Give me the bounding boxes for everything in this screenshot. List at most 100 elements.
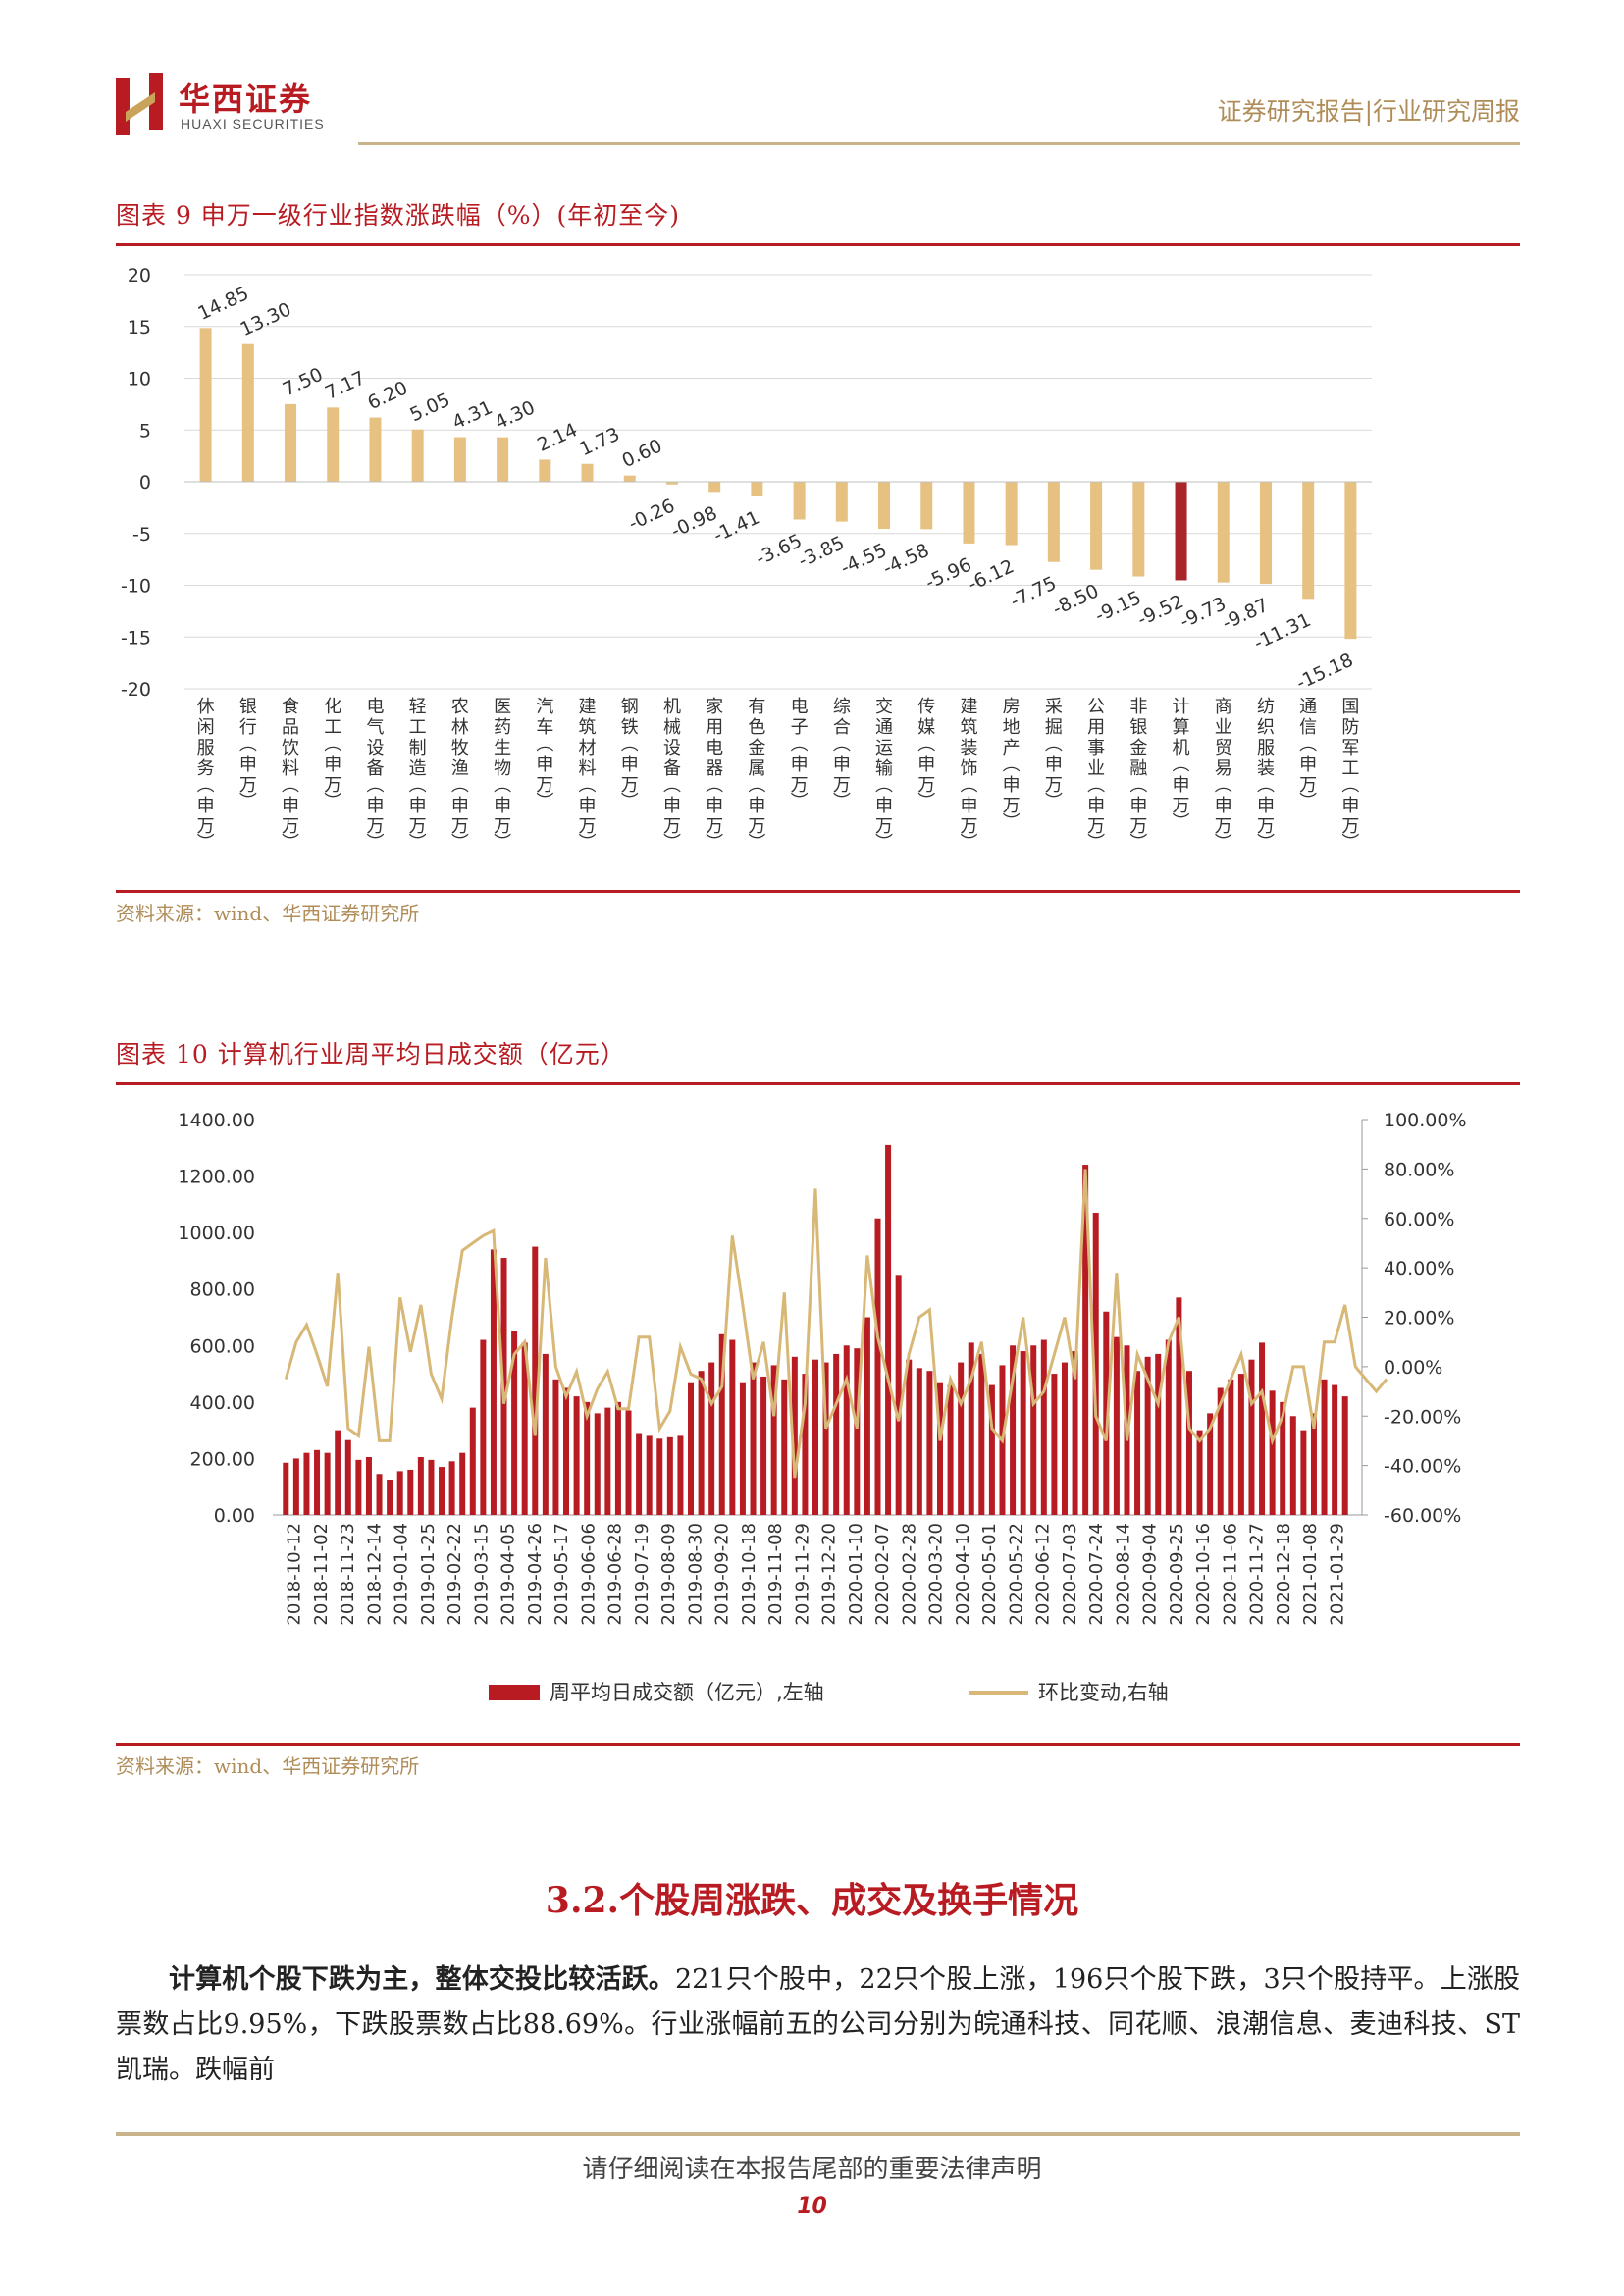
bar	[285, 403, 297, 482]
x-tick-label: 2020-08-14	[1113, 1523, 1133, 1626]
turnover-bar	[906, 1359, 913, 1515]
x-tick-label: 2020-01-10	[846, 1523, 866, 1626]
right-tick-label: 0.00%	[1384, 1357, 1442, 1379]
bar	[835, 482, 848, 522]
bar	[199, 328, 212, 482]
x-tick-label: 传媒︵申万︶	[917, 697, 935, 812]
turnover-bar	[646, 1435, 653, 1515]
left-tick-label: 400.00	[190, 1392, 255, 1414]
turnover-bar	[874, 1218, 881, 1515]
turnover-bar	[355, 1459, 362, 1515]
turnover-bar	[1040, 1339, 1047, 1515]
turnover-bar	[469, 1407, 476, 1515]
turnover-bar	[1144, 1356, 1151, 1515]
turnover-bar	[968, 1342, 974, 1515]
x-tick-label: 2020-11-06	[1220, 1523, 1240, 1626]
right-tick-label: 100.00%	[1384, 1110, 1467, 1131]
x-tick-label: 医药生物︵申万︶	[494, 697, 511, 854]
turnover-bar	[387, 1480, 393, 1515]
left-tick-label: 1000.00	[178, 1223, 255, 1244]
x-tick-label: 非银金融︵申万︶	[1129, 697, 1147, 854]
x-tick-label: 建筑装饰︵申万︶	[960, 697, 977, 854]
turnover-bar	[563, 1387, 570, 1515]
turnover-bar	[750, 1362, 757, 1515]
x-tick-label: 2020-05-01	[979, 1523, 1000, 1626]
turnover-bar	[335, 1430, 341, 1515]
turnover-bar	[822, 1362, 829, 1515]
bar	[963, 482, 975, 544]
turnover-bar	[480, 1339, 487, 1515]
turnover-bar	[490, 1249, 497, 1515]
x-tick-label: 银行︵申万︶	[239, 697, 257, 812]
turnover-bar	[521, 1342, 528, 1515]
turnover-bar	[417, 1456, 424, 1515]
turnover-bar	[688, 1382, 695, 1515]
turnover-bar	[1082, 1165, 1089, 1515]
figure9-source: 资料来源：wind、华西证券研究所	[116, 902, 420, 925]
figure10-bottom-rule	[116, 1743, 1520, 1746]
bar	[241, 343, 254, 482]
x-tick-label: 钢铁︵申万︶	[621, 697, 639, 812]
logo-en-text: HUAXI SECURITIES	[181, 116, 325, 131]
turnover-bar	[324, 1452, 331, 1515]
turnover-bar	[344, 1439, 351, 1515]
turnover-bar	[1072, 1351, 1078, 1515]
y-tick-label: 0	[139, 472, 151, 494]
turnover-bar	[1051, 1374, 1058, 1515]
bar	[665, 482, 678, 485]
bar	[369, 417, 382, 482]
bar	[751, 482, 763, 496]
x-tick-label: 2021-01-29	[1327, 1523, 1347, 1626]
data-label: -0.98	[667, 502, 720, 543]
turnover-bar	[439, 1467, 445, 1515]
x-tick-label: 2019-01-25	[418, 1523, 439, 1626]
right-tick-label: 80.00%	[1384, 1159, 1454, 1180]
legend-swatch-bar	[489, 1685, 540, 1700]
turnover-bar	[1061, 1362, 1068, 1515]
right-tick-label: -40.00%	[1384, 1456, 1461, 1478]
bar	[327, 407, 340, 482]
turnover-bar	[1332, 1384, 1338, 1515]
y-tick-label: 15	[128, 317, 151, 339]
bar	[1344, 482, 1357, 640]
legend-label-line: 环比变动,右轴	[1038, 1681, 1169, 1704]
left-tick-label: 800.00	[190, 1279, 255, 1301]
x-tick-label: 国防军工︵申万︶	[1341, 697, 1359, 854]
wow-change-line	[284, 1169, 1388, 1479]
figure9-bottom-rule	[116, 890, 1520, 893]
turnover-bar	[283, 1462, 289, 1515]
turnover-bar	[1259, 1342, 1266, 1515]
turnover-bar	[1103, 1311, 1110, 1515]
turnover-bar	[1020, 1351, 1026, 1515]
y-tick-label: -15	[121, 627, 151, 649]
turnover-bar	[1196, 1430, 1203, 1515]
turnover-bar	[1289, 1416, 1296, 1515]
turnover-bar	[292, 1458, 299, 1515]
y-tick-label: 10	[128, 369, 151, 391]
turnover-bar	[1176, 1297, 1182, 1515]
bar	[920, 482, 933, 530]
x-tick-label: 2019-10-18	[739, 1523, 760, 1626]
x-tick-label: 2018-11-02	[311, 1523, 332, 1626]
bar	[1090, 482, 1103, 570]
x-tick-label: 2020-10-16	[1193, 1523, 1214, 1626]
turnover-bar	[760, 1376, 767, 1515]
x-tick-label: 2021-01-08	[1300, 1523, 1321, 1626]
data-label: -3.65	[753, 530, 806, 570]
x-tick-label: 纺织服装︵申万︶	[1257, 697, 1275, 854]
figure10-top-rule	[116, 1082, 1520, 1085]
x-tick-label: 食品饮料︵申万︶	[282, 697, 299, 854]
x-tick-label: 2019-07-19	[632, 1523, 653, 1626]
x-tick-label: 电子︵申万︶	[791, 697, 809, 812]
report-type: 证券研究报告|行业研究周报	[1217, 97, 1520, 126]
turnover-bar	[459, 1452, 466, 1515]
x-tick-label: 2019-01-04	[392, 1523, 412, 1626]
data-label: 7.17	[322, 367, 369, 404]
turnover-bar	[843, 1345, 850, 1515]
data-label: 1.73	[576, 423, 623, 460]
x-tick-label: 2018-12-14	[364, 1523, 385, 1626]
turnover-bar	[1248, 1359, 1255, 1515]
turnover-bar	[448, 1461, 455, 1515]
x-tick-label: 2020-03-20	[926, 1523, 947, 1626]
header-divider	[358, 142, 1520, 145]
